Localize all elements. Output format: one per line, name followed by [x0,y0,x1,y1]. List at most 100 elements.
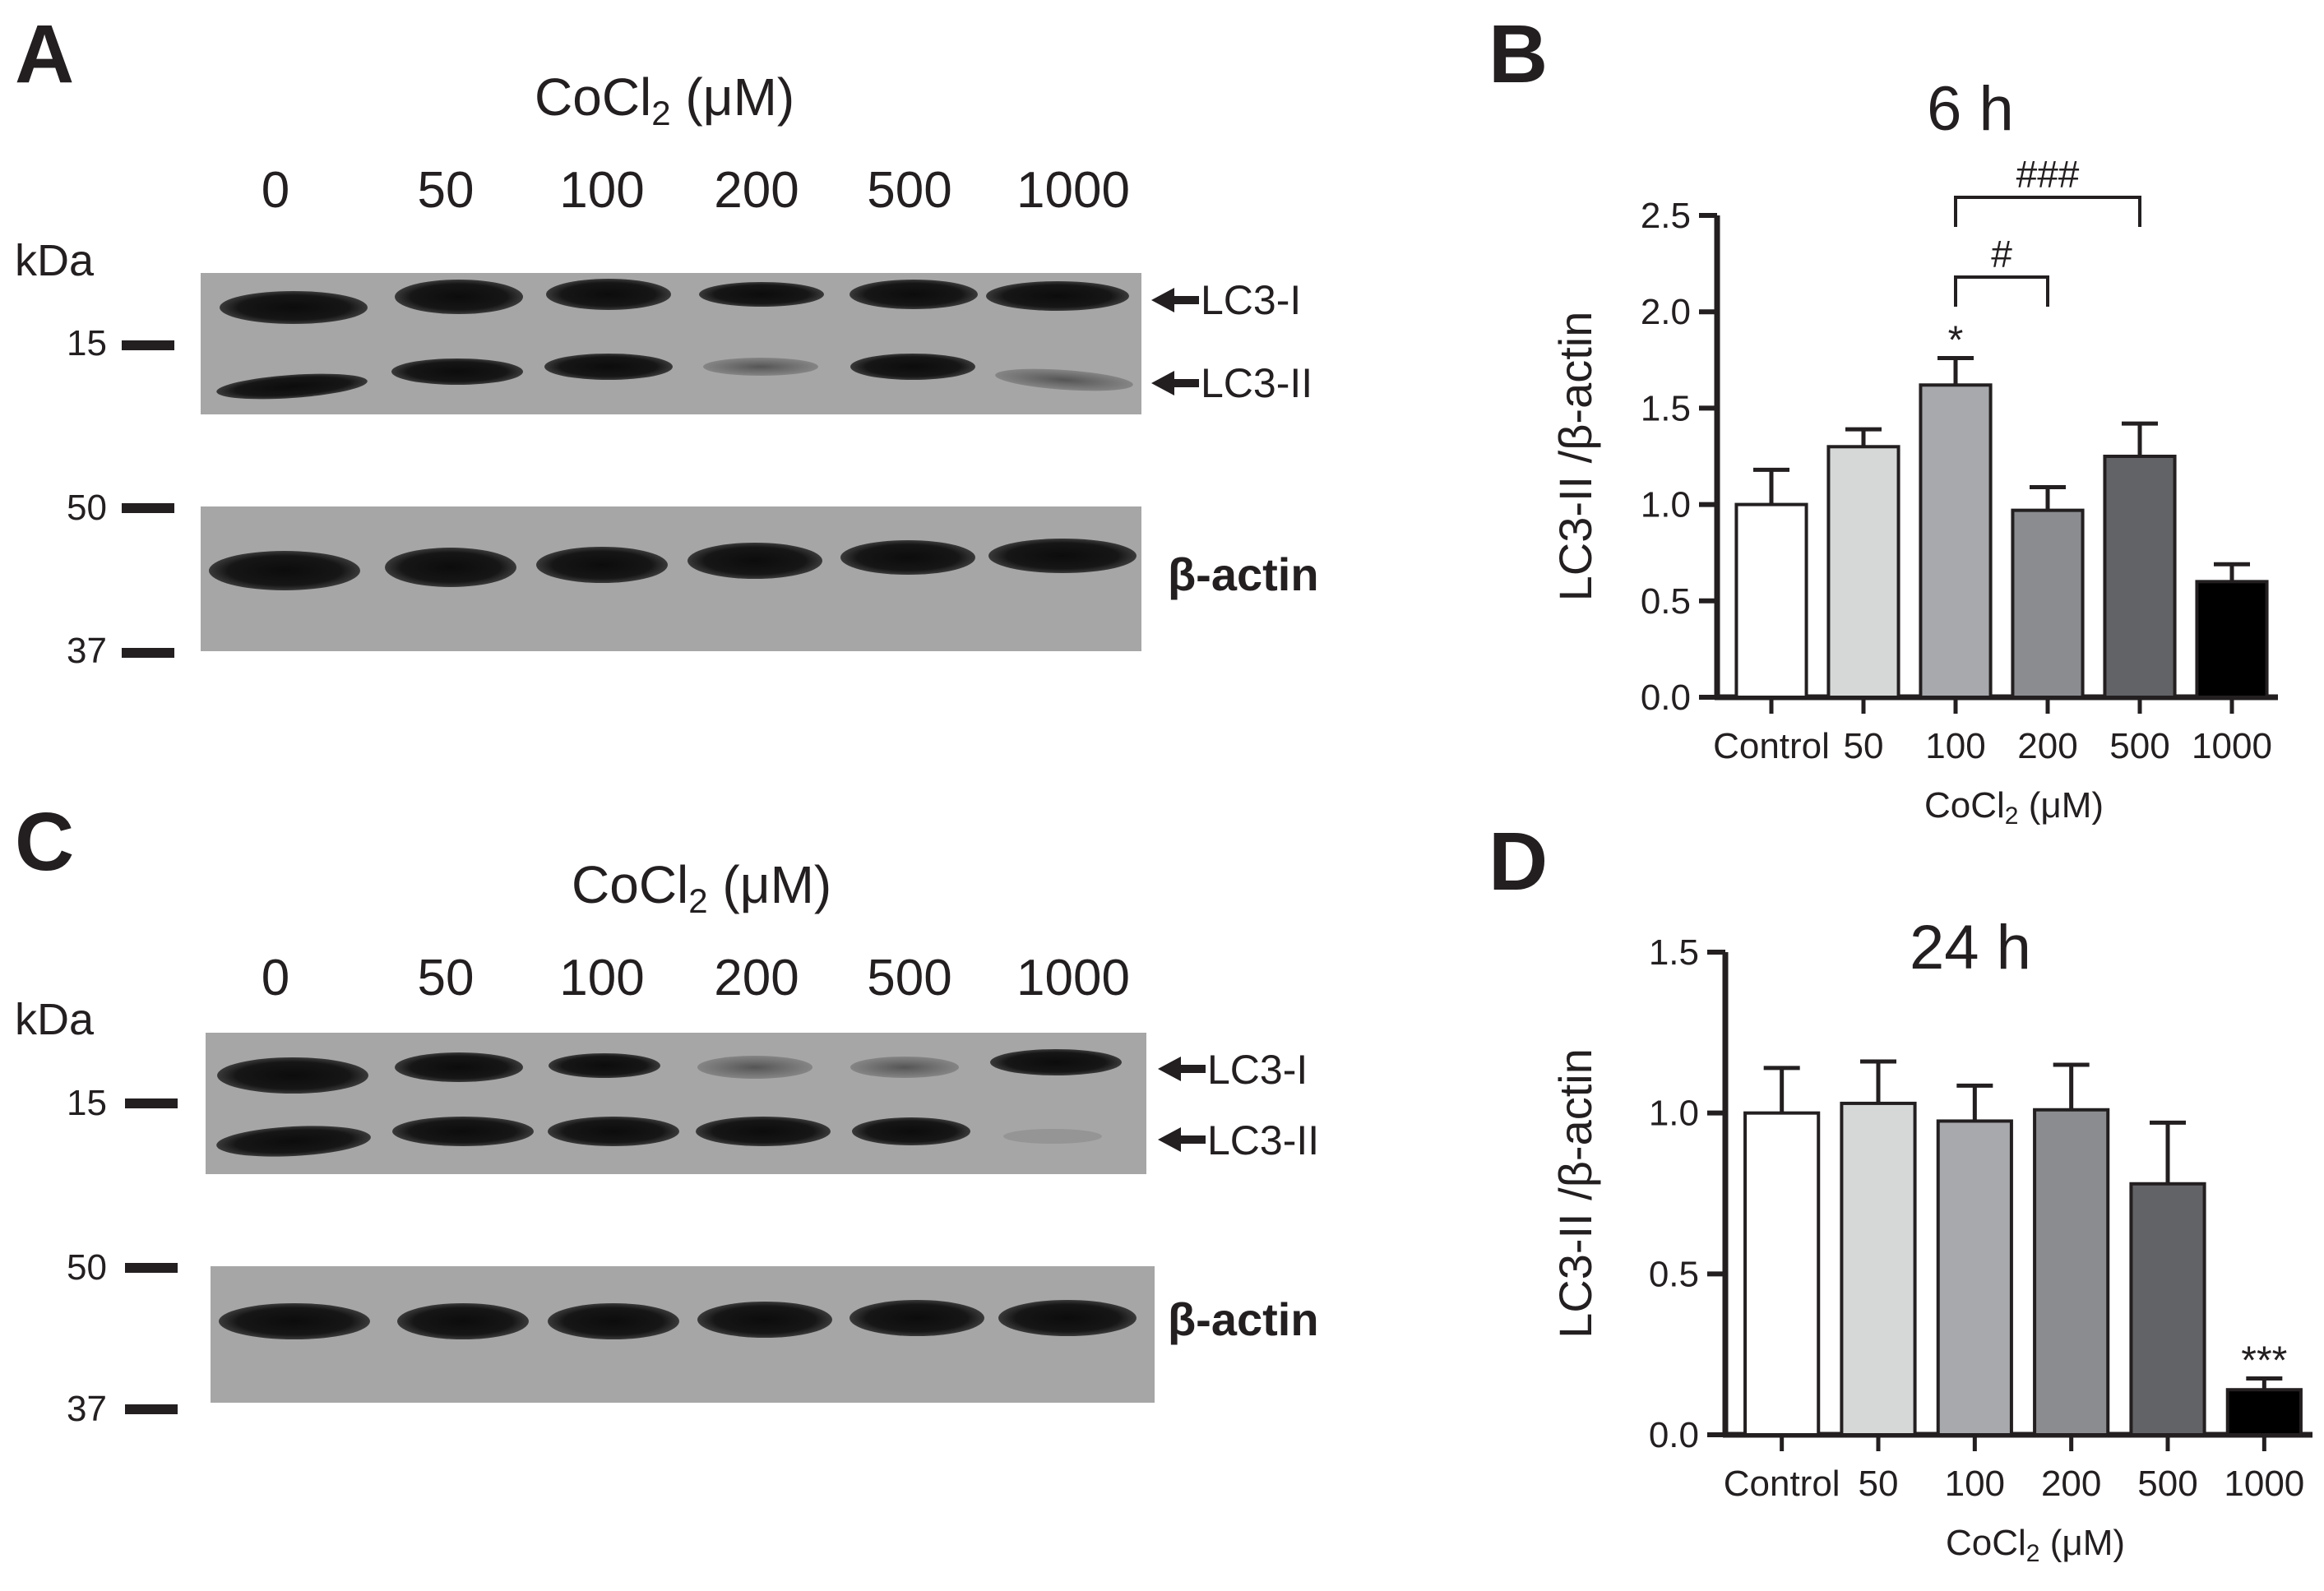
y-tick-label: 0.0 [1641,678,1691,718]
marker-label: 37 [67,631,107,671]
comparison-mark: ### [2016,153,2080,196]
lc3-bands-a [216,279,1133,400]
lc3-ii-band [995,368,1133,391]
actin-band [998,1300,1137,1336]
blot-header-c-sub: 2 [688,881,707,920]
x-axis-label-unit: (μM) [2039,1523,2125,1563]
lc3-ii-band [216,373,368,400]
lane-label: 1000 [1016,162,1130,219]
lc3-i-label: LC3-I [1201,277,1301,323]
lc3-ii-band [1003,1129,1102,1144]
bar [1743,1111,1821,1436]
blot-header-a-base: CoCl [535,67,651,127]
x-axis-label: CoCl2 (μM) [1924,785,2104,830]
lc3-ii-band [391,358,523,385]
blot-header-c-base: CoCl [572,855,688,914]
lc3-i-band [986,281,1129,311]
lane-label: 1000 [1016,950,1130,1006]
lane-label: 100 [559,950,644,1006]
marker-tick [125,1263,178,1273]
kda-label-a: kDa [15,236,95,285]
lane-labels-a: 0 50 100 200 500 1000 [262,162,1130,219]
x-axis-label-unit: (μM) [2018,785,2104,826]
lc3-ii-label-a: LC3-II [1151,360,1312,406]
x-tick-label: 50 [1844,726,1884,766]
lc3-i-band [546,279,671,310]
marker-tick [122,648,174,658]
lane-label: 500 [867,162,951,219]
y-tick-label: 2.5 [1641,196,1691,236]
lc3-i-band [699,282,824,307]
blot-header-c: CoCl2 (μM) [572,855,831,920]
bar [2103,455,2177,699]
lc3-i-band [220,291,368,324]
actin-band [209,551,360,590]
actin-blot-c [211,1266,1155,1403]
lc3-ii-band [850,354,975,380]
actin-band [385,548,516,587]
bar [2195,580,2269,699]
bar [1936,1119,2013,1436]
lc3-ii-band [392,1117,534,1146]
comparison-mark: # [1991,233,2012,275]
comparison-bracket [1954,196,2141,227]
marker-label: 50 [67,488,107,528]
x-tick-label: 1000 [2224,1464,2304,1504]
x-tick-label: Control [1713,726,1830,766]
arrow-left-icon [1158,1057,1206,1081]
lc3-ii-label-c: LC3-II [1158,1117,1319,1163]
lc3-ii-band [548,1117,679,1146]
actin-band [219,1303,370,1339]
bar [1734,502,1808,699]
arrow-left-icon [1158,1127,1206,1152]
bar [1826,445,1900,700]
arrow-left-icon [1151,371,1199,395]
lc3-i-band [697,1056,812,1079]
actin-label-a: β-actin [1168,548,1319,600]
bar [2225,1388,2303,1437]
panel-letter-b: B [1488,8,1548,100]
lc3-ii-band [696,1117,831,1146]
marker-label: 15 [67,1083,107,1123]
lc3-ii-label: LC3-II [1207,1117,1319,1163]
blot-header-a-sub: 2 [651,94,670,132]
actin-bands-a [209,539,1137,590]
lc3-bands-c [216,1049,1122,1157]
bar [2129,1182,2206,1436]
y-tick-label: 1.5 [1641,388,1691,428]
marker-tick [125,1404,178,1414]
actin-band [850,1300,984,1336]
marker-label: 50 [67,1247,107,1288]
y-tick-label: 0.5 [1649,1254,1699,1294]
comparison-bracket [1954,275,2049,307]
lc3-i-band [217,1057,368,1094]
lc3-i-band [990,1049,1122,1075]
marker-tick [125,1098,178,1108]
actin-band [687,543,822,579]
lane-labels-c: 0 50 100 200 500 1000 [262,950,1130,1006]
y-axis-label: LC3-II /β-actin [1549,312,1601,602]
x-tick-label: 500 [2137,1464,2197,1504]
x-axis-label-base: CoCl [1924,785,2005,826]
y-axis-label: LC3-II /β-actin [1549,1048,1601,1339]
x-tick-label: 100 [1945,1464,2005,1504]
x-tick-label: 50 [1859,1464,1899,1504]
bar [2011,508,2085,700]
lc3-i-label-c: LC3-I [1158,1047,1308,1093]
blot-header-a-unit: (μM) [671,67,795,127]
y-tick-label: 1.5 [1649,932,1699,973]
panel-c: C CoCl2 (μM) 0 50 100 200 500 1000 kDa 1… [15,796,1319,1429]
panel-a: A CoCl2 (μM) 0 50 100 200 500 1000 kDa 1… [15,8,1319,671]
x-axis-label-base: CoCl [1946,1523,2026,1563]
lc3-blot-c [206,1033,1146,1174]
actin-band [840,540,975,575]
x-tick-label: 500 [2109,726,2169,766]
bar [1840,1101,1917,1436]
lc3-i-band [549,1053,660,1078]
lc3-ii-band [544,354,673,380]
x-axis-label-sub: 2 [2026,1540,2040,1567]
x-axis-label-sub: 2 [2005,802,2019,830]
x-tick-label: Control [1724,1464,1840,1504]
chart-24h: 24 h 0.0 0.5 1.0 1.5 LC3-II /β-actin Control 50… [1549,913,2312,1567]
y-tick-label: 0.5 [1641,581,1691,622]
